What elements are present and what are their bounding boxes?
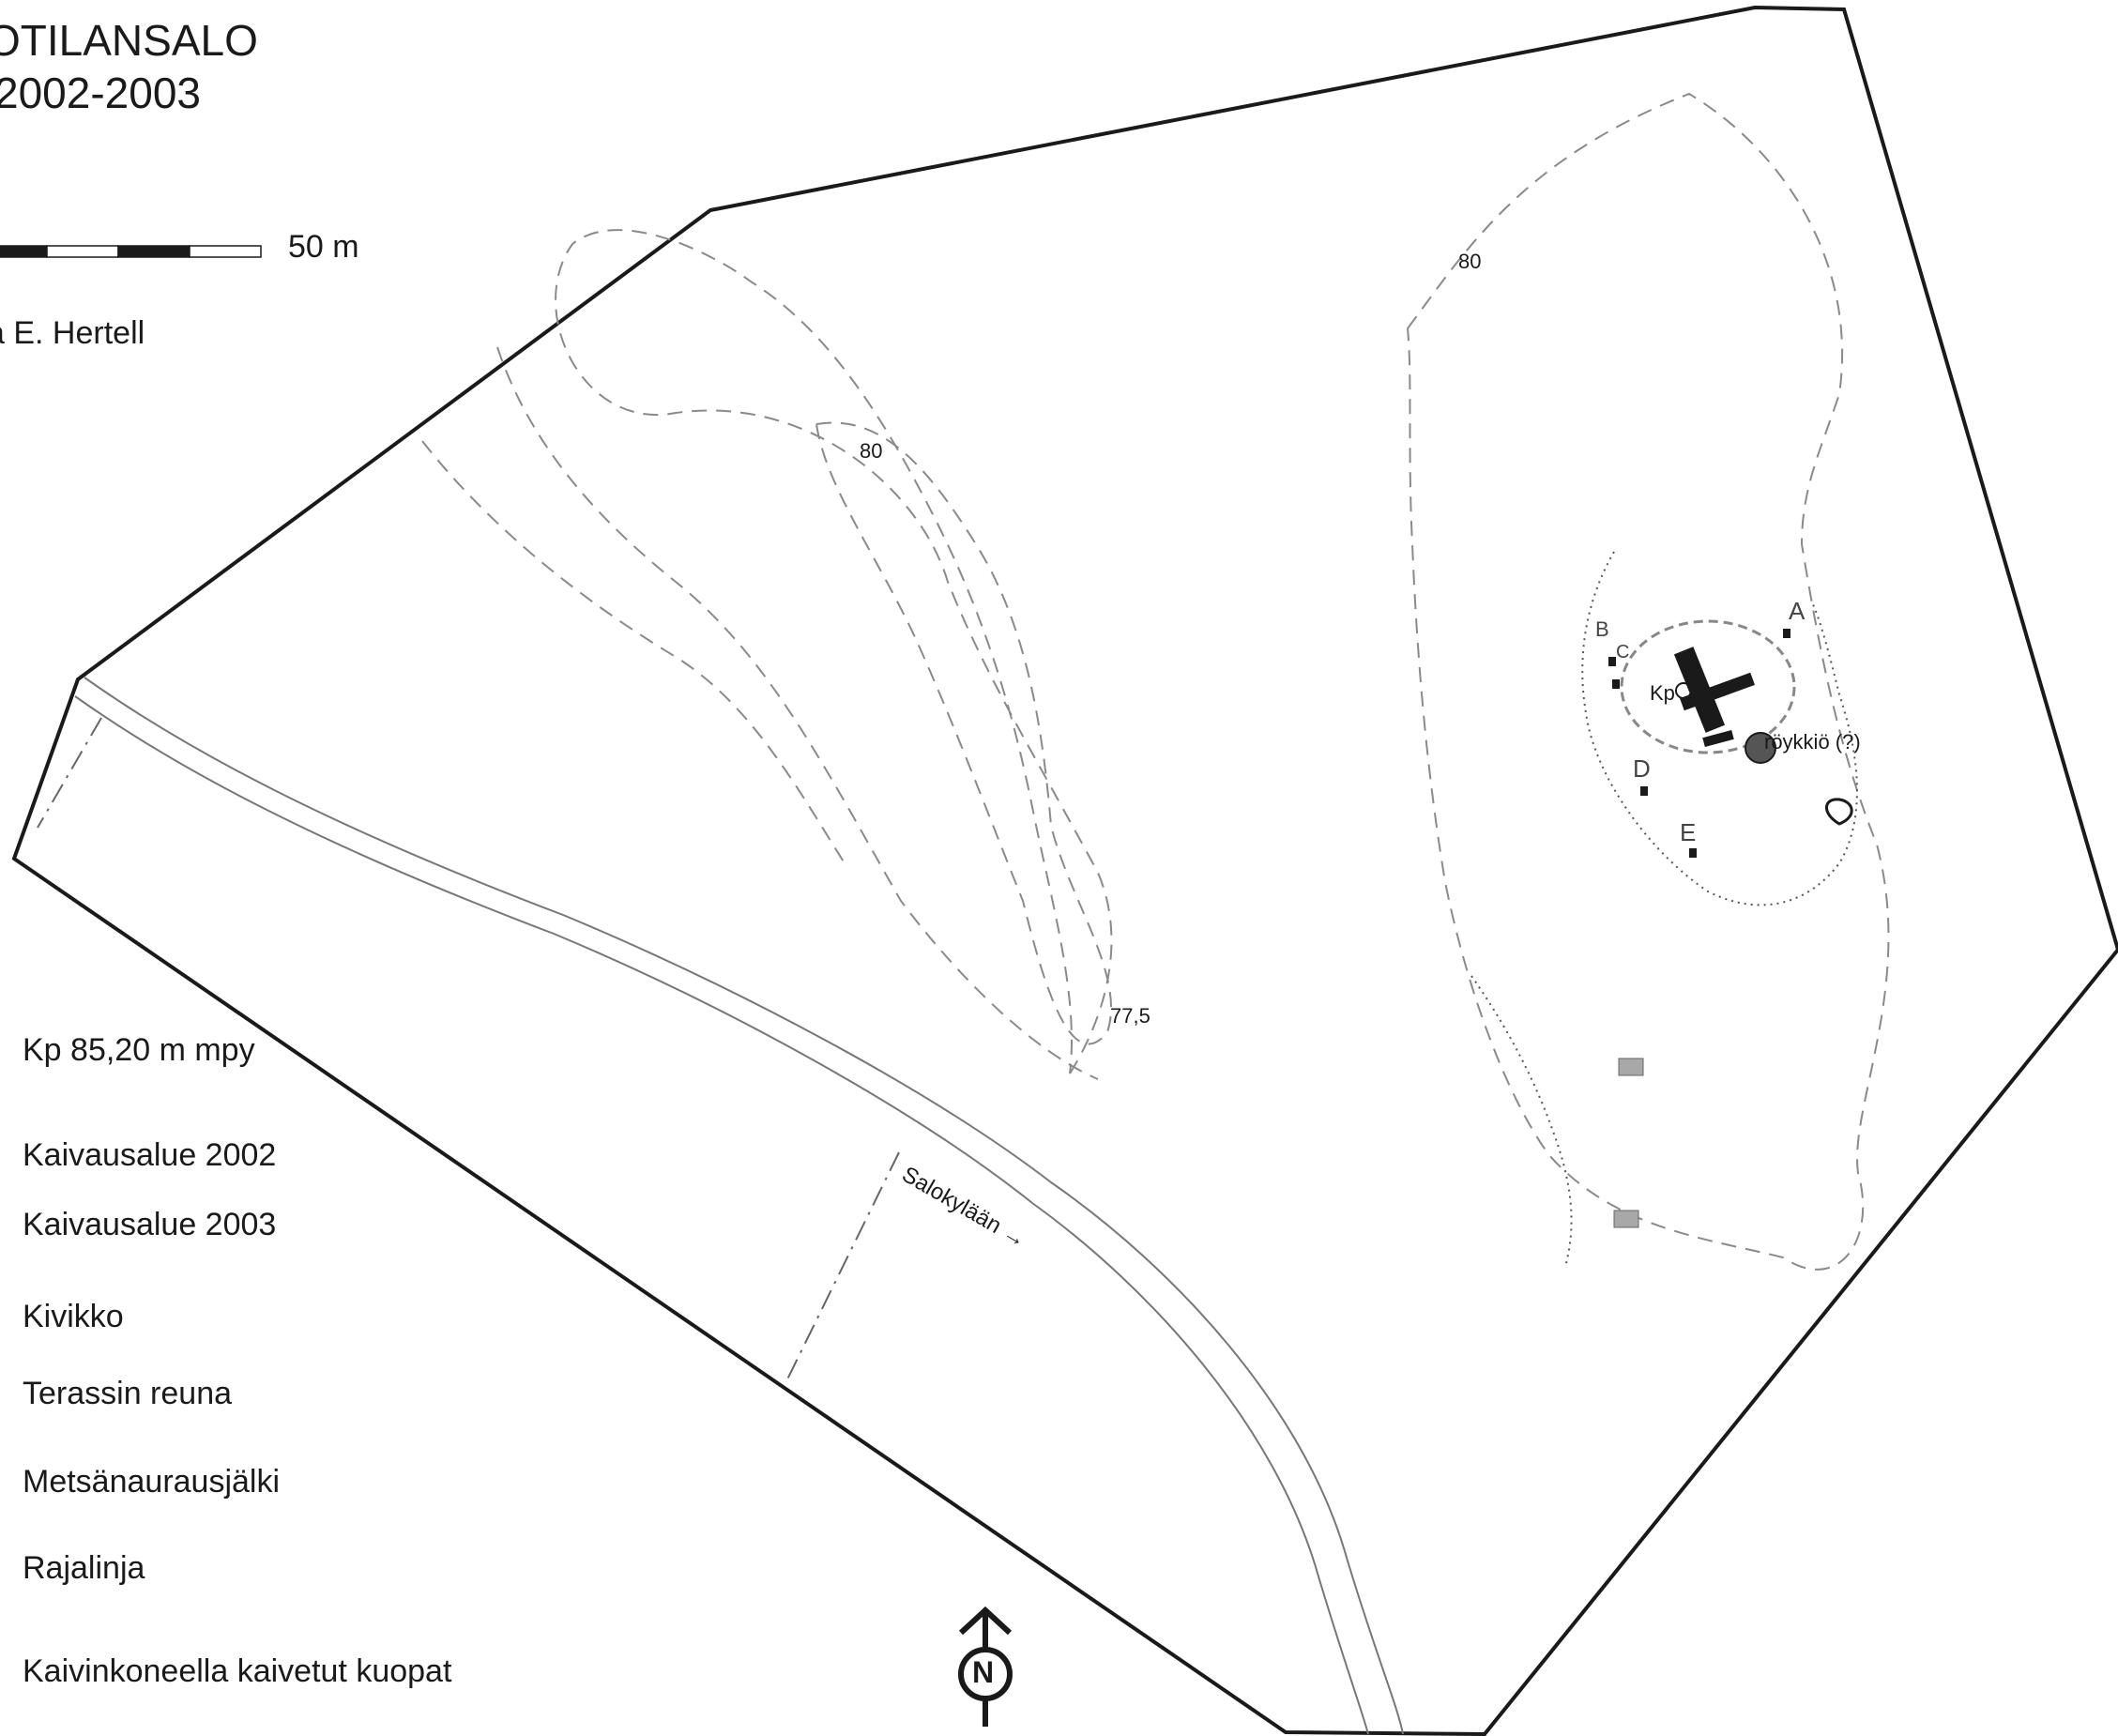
contour-lines [421,92,1890,1271]
trench-marker-c [1612,679,1620,689]
contour-80-east [1406,92,1890,1271]
contour-80-outer-loop [555,229,1113,1074]
trench-marker-d [1640,786,1648,796]
boundary-line-south [785,1151,900,1382]
north-label: N [972,1655,995,1689]
map-years: 2002-2003 [0,69,201,117]
legend-item-machine-pits: Kaivinkoneella kaivetut kuopat [23,1653,452,1689]
legend-item-boundary-line: Rajalinja [23,1550,145,1586]
north-arrow-icon [958,1606,1013,1727]
contour-80-inner-loop [815,421,1112,1045]
trench-label-b: B [1595,617,1609,641]
kp-benchmark-icon [1675,682,1692,699]
legend-item-kivikko: Kivikko [23,1299,124,1334]
trench-label-c: C [1616,642,1630,662]
contour-label-77-5: 77,5 [1110,1004,1150,1028]
terrace-edge-south [1470,975,1573,1268]
contour-label-80-right: 80 [1458,250,1482,273]
kivikko-mark [1825,798,1853,826]
contour-label-80-left: 80 [860,439,883,463]
excavation-trench-2002 [1673,647,1726,733]
legend-item-kp: Kp 85,20 m mpy [23,1032,255,1068]
machine-pit-2 [1613,1210,1639,1228]
study-area-boundary [11,5,2118,1736]
excavation-trench-short [1702,730,1734,747]
contour-left-outer [421,440,846,864]
excavation-site [1608,619,1853,858]
excavation-area-outline [1620,619,1796,754]
trench-label-d: D [1633,754,1651,783]
trench-label-a: A [1789,597,1806,625]
trench-marker-e [1689,848,1697,858]
legend-item-excavation-2003: Kaivausalue 2003 [23,1207,277,1242]
trench-marker-a [1783,629,1790,638]
machine-pit-1 [1618,1058,1644,1076]
terrace-edge-site [1581,551,1858,906]
terrace-edges [1470,551,1858,1268]
road-edge-upper [84,677,1404,1735]
roykkio-label: röykkiö (?) [1764,730,1861,754]
scale-label: 50 m [288,229,359,265]
trench-label-e: E [1680,818,1697,846]
legend-item-forest-plough: Metsänaurausjälki [23,1464,281,1500]
legend-item-terrace-edge: Terassin reuna [23,1376,233,1411]
legend-item-excavation-2002: Kaivausalue 2002 [23,1137,277,1173]
trench-marker-b [1608,657,1616,666]
kp-label: Kp [1650,681,1675,705]
excavation-trench-2003 [1680,672,1755,711]
map-author: a E. Hertell [0,315,145,351]
map-title: OTILANSALO [0,16,258,65]
contour-left-ridge [496,346,1099,1080]
roykkio-icon [1745,732,1776,764]
road-edge-lower [74,695,1369,1735]
boundary-line-west [37,717,102,829]
scale-bar [0,245,262,258]
